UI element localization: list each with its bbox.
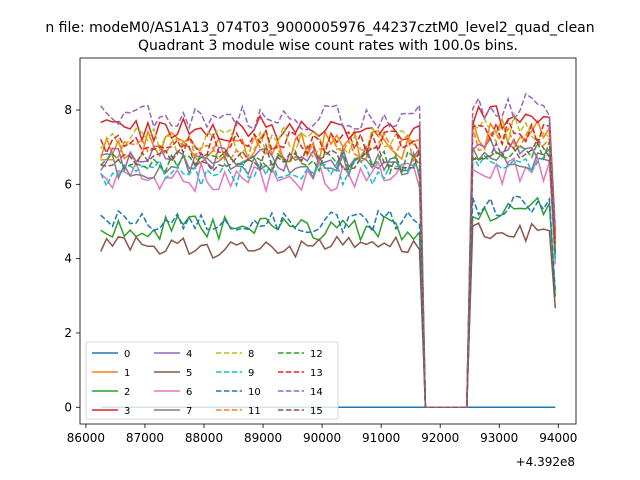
series-line-14 bbox=[100, 92, 557, 409]
legend-label: 9 bbox=[248, 368, 254, 379]
legend-label: 1 bbox=[124, 368, 130, 379]
series-line-10 bbox=[100, 195, 557, 409]
series-line-1 bbox=[99, 116, 557, 409]
x-tick-label: 92000 bbox=[421, 431, 459, 445]
y-tick-label: 0 bbox=[64, 400, 72, 414]
x-tick-label: 89000 bbox=[244, 431, 282, 445]
series-line-13 bbox=[100, 117, 557, 409]
series-line-6 bbox=[100, 155, 557, 409]
series-layer bbox=[99, 92, 557, 409]
x-tick-label: 87000 bbox=[126, 431, 164, 445]
series-line-2 bbox=[100, 196, 557, 409]
x-tick-label: 86000 bbox=[67, 431, 105, 445]
y-tick-label: 2 bbox=[64, 326, 72, 340]
plot-frame bbox=[79, 57, 577, 425]
y-axis: 0 2 4 6 8 bbox=[64, 103, 80, 414]
file-header-text: n file: modeM0/AS1A13_074T03_9000005976_… bbox=[45, 20, 594, 36]
series-line-8 bbox=[100, 111, 557, 409]
legend-label: 15 bbox=[310, 406, 323, 417]
legend-label: 14 bbox=[310, 387, 323, 398]
series-line-15 bbox=[100, 137, 557, 409]
legend-label: 4 bbox=[186, 349, 192, 360]
y-tick-label: 4 bbox=[64, 252, 72, 266]
legend-label: 7 bbox=[186, 406, 192, 417]
legend-label: 11 bbox=[248, 406, 261, 417]
legend-label: 10 bbox=[248, 387, 261, 398]
series-line-5 bbox=[100, 222, 557, 409]
legend-label: 2 bbox=[124, 387, 130, 398]
legend-label: 0 bbox=[124, 349, 130, 360]
y-tick-label: 6 bbox=[64, 177, 72, 191]
x-tick-label: 90000 bbox=[303, 431, 341, 445]
series-line-3 bbox=[100, 104, 557, 409]
y-tick-label: 8 bbox=[64, 103, 72, 117]
series-line-11 bbox=[100, 122, 557, 409]
legend-label: 3 bbox=[124, 406, 130, 417]
legend-label: 5 bbox=[186, 368, 192, 379]
series-line-9 bbox=[100, 152, 557, 409]
x-tick-label: 93000 bbox=[480, 431, 518, 445]
x-offset-label: +4.392e8 bbox=[516, 455, 575, 469]
x-tick-label: 91000 bbox=[362, 431, 400, 445]
legend-label: 12 bbox=[310, 349, 323, 360]
x-tick-label: 94000 bbox=[539, 431, 577, 445]
x-tick-label: 88000 bbox=[185, 431, 223, 445]
legend-label: 8 bbox=[248, 349, 254, 360]
chart-title: Quadrant 3 module wise count rates with … bbox=[138, 38, 518, 54]
legend-label: 13 bbox=[310, 368, 323, 379]
legend-box bbox=[85, 341, 339, 420]
x-axis: 86000 87000 88000 89000 90000 91000 92000 93000… bbox=[67, 424, 577, 445]
legend-label: 6 bbox=[186, 387, 192, 398]
